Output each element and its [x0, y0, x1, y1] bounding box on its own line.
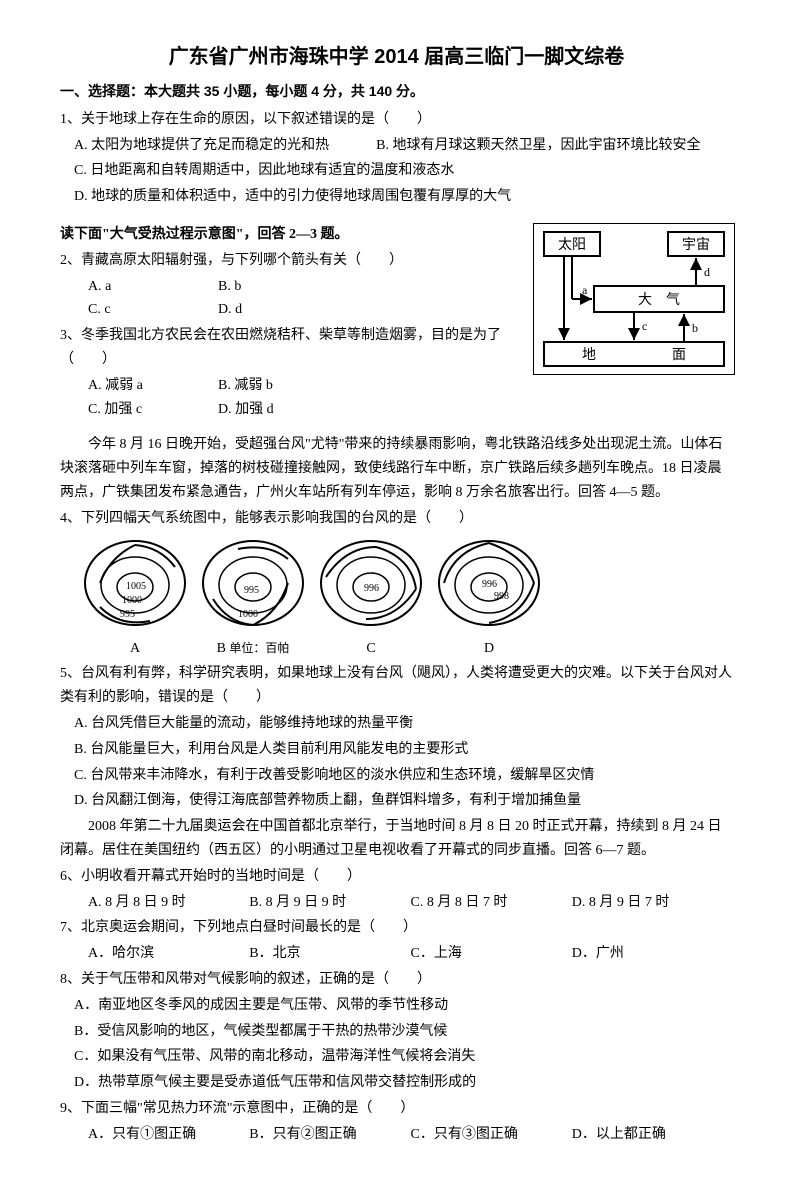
- q5-opt-a: A. 台风凭借巨大能量的流动，能够维持地球的热量平衡: [60, 712, 733, 736]
- q4-label-c: C: [316, 637, 426, 661]
- passage-4-5: 今年 8 月 16 日晚开始，受超强台风"尤特"带来的持续暴雨影响，粤北铁路沿线…: [60, 433, 733, 504]
- q2-opt-a: A. a: [88, 275, 218, 299]
- svg-text:太阳: 太阳: [558, 237, 586, 253]
- q6-opt-a: A. 8 月 8 日 9 时: [88, 891, 249, 915]
- q1-stem: 1、关于地球上存在生命的原因，以下叙述错误的是（ ）: [60, 108, 733, 132]
- q8-opt-c: C．如果没有气压带、风带的南北移动，温带海洋性气候将会消失: [60, 1045, 733, 1069]
- q6-opt-c: C. 8 月 8 日 7 时: [411, 891, 572, 915]
- svg-text:1000: 1000: [238, 609, 258, 620]
- q1-opt-d: D. 地球的质量和体积适中，适中的引力使得地球周围包覆有厚厚的大气: [60, 185, 733, 209]
- q8-opt-b: B．受信风影响的地区，气候类型都属于干热的热带沙漠气候: [60, 1020, 733, 1044]
- q8-stem: 8、关于气压带和风带对气候影响的叙述，正确的是（ ）: [60, 968, 733, 992]
- q7-opt-b: B．北京: [249, 942, 410, 966]
- q3-opt-c: C. 加强 c: [88, 398, 218, 422]
- q4-label-a: A: [80, 637, 190, 661]
- svg-text:996: 996: [482, 579, 497, 590]
- svg-text:998: 998: [494, 591, 509, 602]
- q7-stem: 7、北京奥运会期间，下列地点白昼时间最长的是（ ）: [60, 916, 733, 940]
- svg-text:1005: 1005: [126, 581, 146, 592]
- page-title: 广东省广州市海珠中学 2014 届高三临门一脚文综卷: [60, 40, 733, 74]
- q9-opt-d: D．以上都正确: [572, 1123, 733, 1147]
- q4-label-d: D: [434, 637, 544, 661]
- q4-stem: 4、下列四幅天气系统图中，能够表示影响我国的台风的是（ ）: [60, 507, 733, 531]
- svg-text:宇宙: 宇宙: [682, 237, 710, 253]
- q8-opt-d: D．热带草原气候主要是受赤道低气压带和信风带交替控制形成的: [60, 1071, 733, 1095]
- section-heading: 一、选择题：本大题共 35 小题，每小题 4 分，共 140 分。: [60, 80, 733, 104]
- q9-opt-a: A．只有①图正确: [88, 1123, 249, 1147]
- q5-opt-b: B. 台风能量巨大，利用台风是人类目前利用风能发电的主要形式: [60, 738, 733, 762]
- q7-opt-d: D．广州: [572, 942, 733, 966]
- q3-opt-b: B. 减弱 b: [218, 374, 348, 398]
- svg-text:c: c: [642, 319, 647, 333]
- q9-opt-b: B．只有②图正确: [249, 1123, 410, 1147]
- q4-label-b: B: [217, 641, 226, 656]
- q6-opt-b: B. 8 月 9 日 9 时: [249, 891, 410, 915]
- q3-opt-a: A. 减弱 a: [88, 374, 218, 398]
- q5-opt-d: D. 台风翻江倒海，使得江海底部营养物质上翻，鱼群饵料增多，有利于增加捕鱼量: [60, 789, 733, 813]
- q7-opt-a: A．哈尔滨: [88, 942, 249, 966]
- q5-opt-c: C. 台风带来丰沛降水，有利于改善受影响地区的淡水供应和生态环境，缓解旱区灾情: [60, 764, 733, 788]
- svg-text:面: 面: [672, 348, 686, 363]
- svg-text:大 气: 大 气: [638, 292, 680, 308]
- svg-text:a: a: [582, 283, 588, 297]
- svg-text:d: d: [704, 265, 710, 279]
- q9-opt-c: C．只有③图正确: [411, 1123, 572, 1147]
- q1-opt-a: A. 太阳为地球提供了充足而稳定的光和热: [74, 138, 329, 153]
- svg-text:地: 地: [582, 347, 596, 363]
- q3-opt-d: D. 加强 d: [218, 398, 348, 422]
- q2-opt-c: C. c: [88, 298, 218, 322]
- q5-stem: 5、台风有利有弊，科学研究表明，如果地球上没有台风（飓风），人类将遭受更大的灾难…: [60, 662, 733, 710]
- svg-text:996: 996: [364, 583, 379, 594]
- q8-opt-a: A．南亚地区冬季风的成因主要是气压带、风带的季节性移动: [60, 994, 733, 1018]
- svg-text:995: 995: [244, 585, 259, 596]
- q1-opt-c: C. 日地距离和自转周期适中，因此地球有适宜的温度和液态水: [60, 159, 733, 183]
- svg-text:1000: 1000: [122, 595, 142, 606]
- q6-stem: 6、小明收看开幕式开始时的当地时间是（ ）: [60, 865, 733, 889]
- svg-text:b: b: [692, 321, 698, 335]
- q9-stem: 9、下面三幅"常见热力环流"示意图中，正确的是（ ）: [60, 1097, 733, 1121]
- q1-opt-b: B. 地球有月球这颗天然卫星，因此宇宙环境比较安全: [376, 138, 700, 153]
- svg-text:995: 995: [120, 609, 135, 620]
- q4-charts: 1005 1000 995 A 995 1000 B 单位：百帕: [80, 537, 733, 661]
- q4-unit: 单位：百帕: [229, 641, 289, 655]
- q2-opt-d: D. d: [218, 298, 348, 322]
- passage-6-7: 2008 年第二十九届奥运会在中国首都北京举行，于当地时间 8 月 8 日 20…: [60, 815, 733, 863]
- q7-opt-c: C．上海: [411, 942, 572, 966]
- q6-opt-d: D. 8 月 9 日 7 时: [572, 891, 733, 915]
- atmosphere-diagram: 太阳 宇宙 大 气 地 面 a d: [533, 223, 733, 384]
- q2-opt-b: B. b: [218, 275, 348, 299]
